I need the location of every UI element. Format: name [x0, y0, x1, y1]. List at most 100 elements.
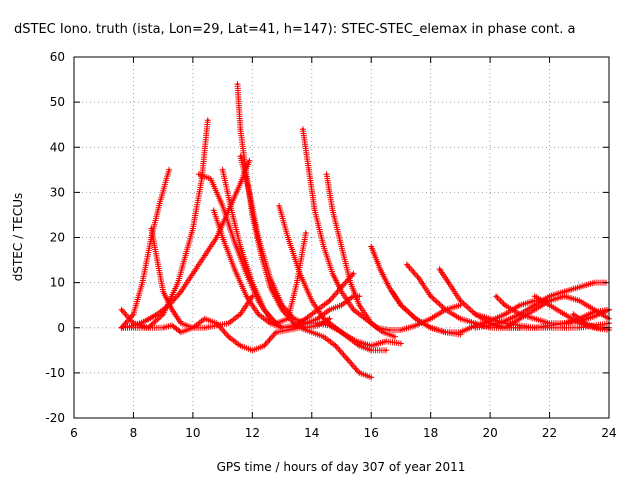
data-point — [212, 209, 215, 212]
data-point — [331, 209, 334, 212]
data-point — [358, 303, 361, 307]
data-point — [548, 303, 551, 307]
data-point — [340, 290, 343, 293]
y-tick-label: 50 — [50, 95, 65, 109]
series-7 — [210, 207, 363, 331]
data-point — [322, 317, 325, 320]
data-point — [592, 324, 596, 327]
data-point — [503, 322, 507, 325]
data-point — [459, 299, 462, 302]
data-point — [251, 349, 254, 352]
data-point — [459, 317, 462, 320]
data-point — [298, 272, 302, 275]
data-point — [316, 322, 319, 325]
data-point — [328, 308, 331, 311]
data-point — [179, 331, 183, 334]
data-point — [292, 326, 296, 329]
data-point — [459, 303, 462, 307]
data-point — [503, 313, 507, 316]
data-point — [503, 303, 507, 307]
ticks: 6 8 10 12 14 16 18 20 22 24 -20 -10 0 10 20 30 40 50 60 — [45, 50, 616, 440]
data-point — [429, 294, 432, 298]
data-point — [176, 281, 180, 284]
data-point — [257, 236, 260, 239]
data-point — [578, 285, 581, 289]
data-point — [120, 308, 123, 311]
data-point — [438, 267, 441, 271]
data-point — [292, 322, 296, 325]
data-point — [578, 299, 581, 302]
data-point — [370, 245, 373, 248]
data-point — [233, 240, 236, 244]
data-point — [280, 308, 284, 311]
data-point — [191, 326, 195, 329]
data-point — [518, 317, 522, 320]
data-point — [429, 326, 432, 329]
y-tick-label: 10 — [50, 276, 65, 290]
data-point — [221, 236, 224, 239]
data-point — [381, 331, 385, 334]
x-tick-label: 20 — [482, 426, 497, 440]
x-tick-label: 16 — [364, 426, 379, 440]
data-point — [405, 263, 409, 266]
data-point — [203, 317, 206, 320]
data-point — [533, 303, 536, 307]
x-tick-label: 14 — [304, 426, 319, 440]
series-8 — [219, 166, 309, 327]
data-point — [251, 281, 254, 284]
data-point — [352, 308, 355, 311]
y-tick-label: -20 — [45, 411, 65, 425]
data-point — [417, 276, 420, 280]
data-point — [349, 281, 352, 284]
data-point — [474, 326, 477, 329]
y-axis-title: dSTEC / TECUs — [11, 193, 25, 282]
data-point — [150, 227, 153, 230]
data-point — [378, 267, 382, 271]
data-point — [132, 313, 135, 316]
data-point — [227, 335, 230, 338]
data-point — [120, 326, 123, 329]
data-point — [263, 344, 266, 347]
data-point — [563, 322, 566, 325]
y-tick-label: 20 — [50, 231, 65, 245]
series-11 — [276, 202, 390, 354]
y-tick-label: 30 — [50, 185, 65, 199]
data-point — [488, 317, 492, 320]
data-point — [227, 322, 230, 325]
data-point — [141, 281, 144, 284]
data-point — [191, 227, 195, 230]
data-point — [239, 182, 242, 185]
data-point — [387, 285, 391, 289]
data-point — [156, 313, 159, 316]
data-point — [358, 344, 361, 347]
data-point — [277, 204, 281, 208]
data-point — [444, 308, 447, 311]
data-point — [206, 118, 209, 122]
data-point — [239, 128, 242, 131]
data-point — [239, 313, 242, 316]
data-point — [144, 319, 147, 323]
data-point — [387, 328, 391, 332]
data-point — [533, 317, 536, 320]
data-point — [310, 331, 313, 334]
data-point — [399, 303, 403, 307]
data-point — [429, 317, 432, 320]
data-point — [459, 331, 462, 334]
data-point — [384, 340, 388, 343]
data-point — [179, 322, 183, 325]
grid — [74, 57, 609, 418]
data-point — [533, 294, 536, 298]
data-point — [328, 299, 331, 302]
data-point — [563, 294, 566, 298]
x-tick-label: 12 — [245, 426, 260, 440]
data-point — [563, 326, 566, 329]
data-point — [156, 258, 159, 262]
data-point — [474, 313, 477, 316]
data-point — [295, 281, 299, 284]
data-point — [352, 272, 355, 275]
data-point — [592, 310, 596, 314]
data-point — [340, 303, 343, 307]
data-point — [203, 254, 206, 257]
data-point — [304, 326, 308, 329]
